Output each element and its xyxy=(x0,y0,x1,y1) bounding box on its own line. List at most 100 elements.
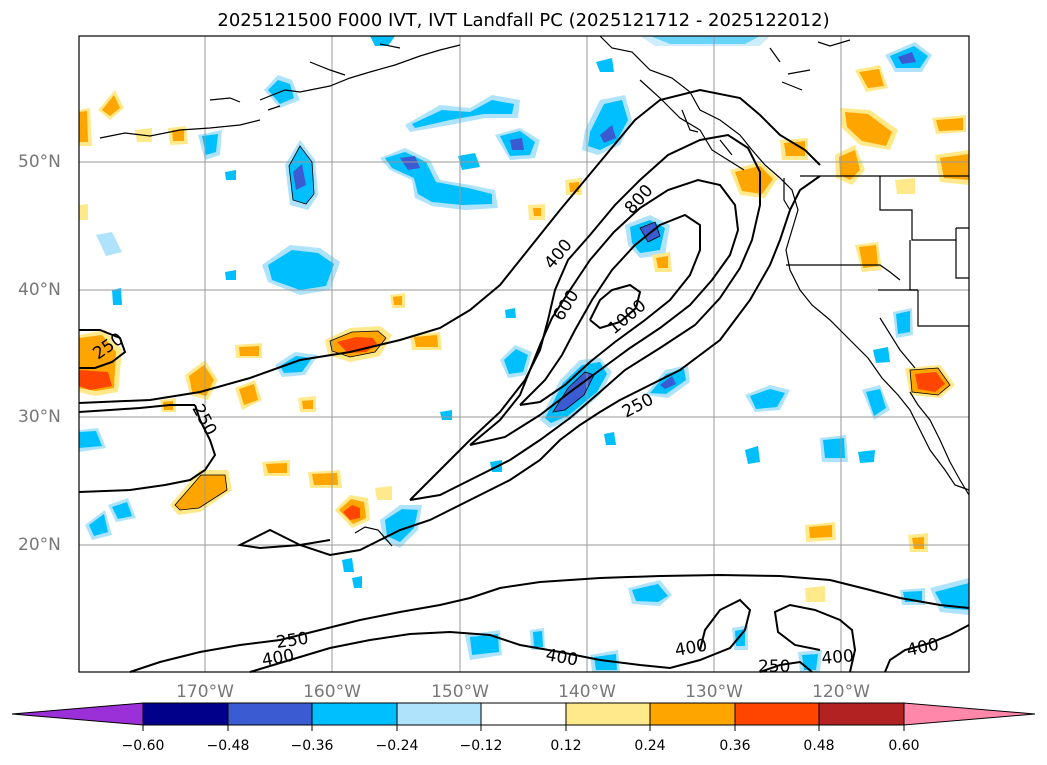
neg-patch xyxy=(640,36,770,46)
neg-patch xyxy=(632,584,668,602)
neg-patch xyxy=(112,502,132,519)
neg-patch xyxy=(596,58,614,72)
contour-250-lower xyxy=(78,404,217,493)
patch-outlines xyxy=(174,145,951,511)
pos-patch xyxy=(784,141,805,156)
neg-patch xyxy=(896,311,910,334)
contour-southern xyxy=(129,573,970,673)
pos-patch xyxy=(805,586,825,602)
neg-patch xyxy=(400,156,420,170)
longitude-label: 140°W xyxy=(558,682,616,702)
map-title: 2025121500 F000 IVT, IVT Landfall PC (20… xyxy=(217,10,830,31)
contour-label: 250 xyxy=(758,657,790,677)
longitude-label: 120°W xyxy=(812,682,870,702)
contour-250-main xyxy=(78,88,821,557)
neg-patch xyxy=(873,347,890,363)
colorbar-extend-right xyxy=(903,702,1036,726)
pos-patch xyxy=(839,150,860,180)
neg-patch xyxy=(225,170,236,180)
ivt-contours xyxy=(78,88,970,673)
longitude-label: 130°W xyxy=(685,682,743,702)
colorbar-segment xyxy=(142,702,229,726)
pos-patch xyxy=(239,384,258,405)
neg-patch xyxy=(745,446,760,464)
contour-label: 250 xyxy=(275,629,310,653)
colorbar-tick-label: 0.36 xyxy=(719,738,751,754)
neg-patch xyxy=(268,250,334,290)
neg-patch xyxy=(504,349,528,374)
colorbar xyxy=(11,702,1036,731)
contour-1000 xyxy=(589,283,642,330)
pos-patch xyxy=(895,178,915,194)
neg-patch xyxy=(293,164,306,190)
colorbar-segment xyxy=(734,702,820,726)
colorbar-tick-label: 0.12 xyxy=(550,738,582,754)
pos-patch xyxy=(302,400,313,409)
neg-patch xyxy=(112,288,122,305)
pos-patch xyxy=(912,537,924,549)
colorbar-segment xyxy=(311,702,398,726)
pos-patch xyxy=(266,463,287,473)
pos-patch xyxy=(172,129,184,141)
pos-patch xyxy=(845,112,892,146)
colorbar-segment xyxy=(818,702,905,726)
pos-patch xyxy=(79,204,88,220)
coastlines xyxy=(99,35,970,547)
contour-600 xyxy=(469,178,740,446)
colorbar-segment xyxy=(396,702,482,726)
neg-patch xyxy=(594,654,617,670)
pos-patch xyxy=(375,486,392,500)
contour-250-left xyxy=(79,329,127,369)
colorbar-tick-label: 0.48 xyxy=(803,738,835,754)
longitude-label: 170°W xyxy=(176,682,234,702)
pos-patch xyxy=(102,95,120,116)
neg-patch xyxy=(96,232,122,256)
map-frame-border xyxy=(78,35,970,673)
pos-patch xyxy=(337,337,377,353)
colorbar-segment xyxy=(565,702,651,726)
neg-patch xyxy=(470,634,499,655)
colorbar-tick-label: −0.12 xyxy=(459,738,503,754)
contour-southern-250c xyxy=(759,660,813,673)
latitude-label: 40°N xyxy=(18,280,61,300)
pos-patch xyxy=(859,245,878,268)
pos-patch xyxy=(189,365,214,396)
neg-patch xyxy=(935,583,969,610)
latitude-label: 50°N xyxy=(18,152,61,172)
contour-800 xyxy=(519,213,701,406)
neg-patch xyxy=(79,431,102,448)
colorbar-tick-label: −0.60 xyxy=(121,738,165,754)
colorbar-tick-label: −0.24 xyxy=(375,738,419,754)
contour-southern-400c xyxy=(884,624,970,673)
pos-patch xyxy=(312,473,338,485)
pos-patch xyxy=(936,118,963,131)
neg-patch xyxy=(225,270,236,280)
contour-label: 400 xyxy=(821,646,855,669)
pos-patch xyxy=(343,505,360,520)
contour-400 xyxy=(409,133,761,501)
pos-patch xyxy=(175,475,227,510)
neg-patch xyxy=(510,138,524,150)
neg-patch xyxy=(823,438,845,458)
neg-patch xyxy=(898,52,916,64)
pos-patch xyxy=(735,166,773,194)
graticule xyxy=(79,36,969,672)
latitude-label: 30°N xyxy=(18,407,61,427)
pos-patch xyxy=(915,372,945,392)
neg-patch xyxy=(750,389,785,409)
neg-patch xyxy=(202,134,218,155)
negative-pc-patches xyxy=(79,36,969,672)
contour-southern-400b xyxy=(773,603,857,673)
neg-patch xyxy=(866,389,886,416)
neg-patch xyxy=(352,576,362,588)
colorbar-tick-label: 0.24 xyxy=(634,738,666,754)
neg-patch xyxy=(588,100,628,150)
colorbar-tick-label: 0.60 xyxy=(888,738,920,754)
neg-patch xyxy=(342,558,354,572)
colorbar-segment xyxy=(649,702,736,726)
neg-patch xyxy=(600,125,616,143)
neg-patch xyxy=(858,450,875,463)
neg-patch xyxy=(660,376,676,389)
neg-patch xyxy=(505,308,516,318)
pos-patch xyxy=(533,208,541,216)
